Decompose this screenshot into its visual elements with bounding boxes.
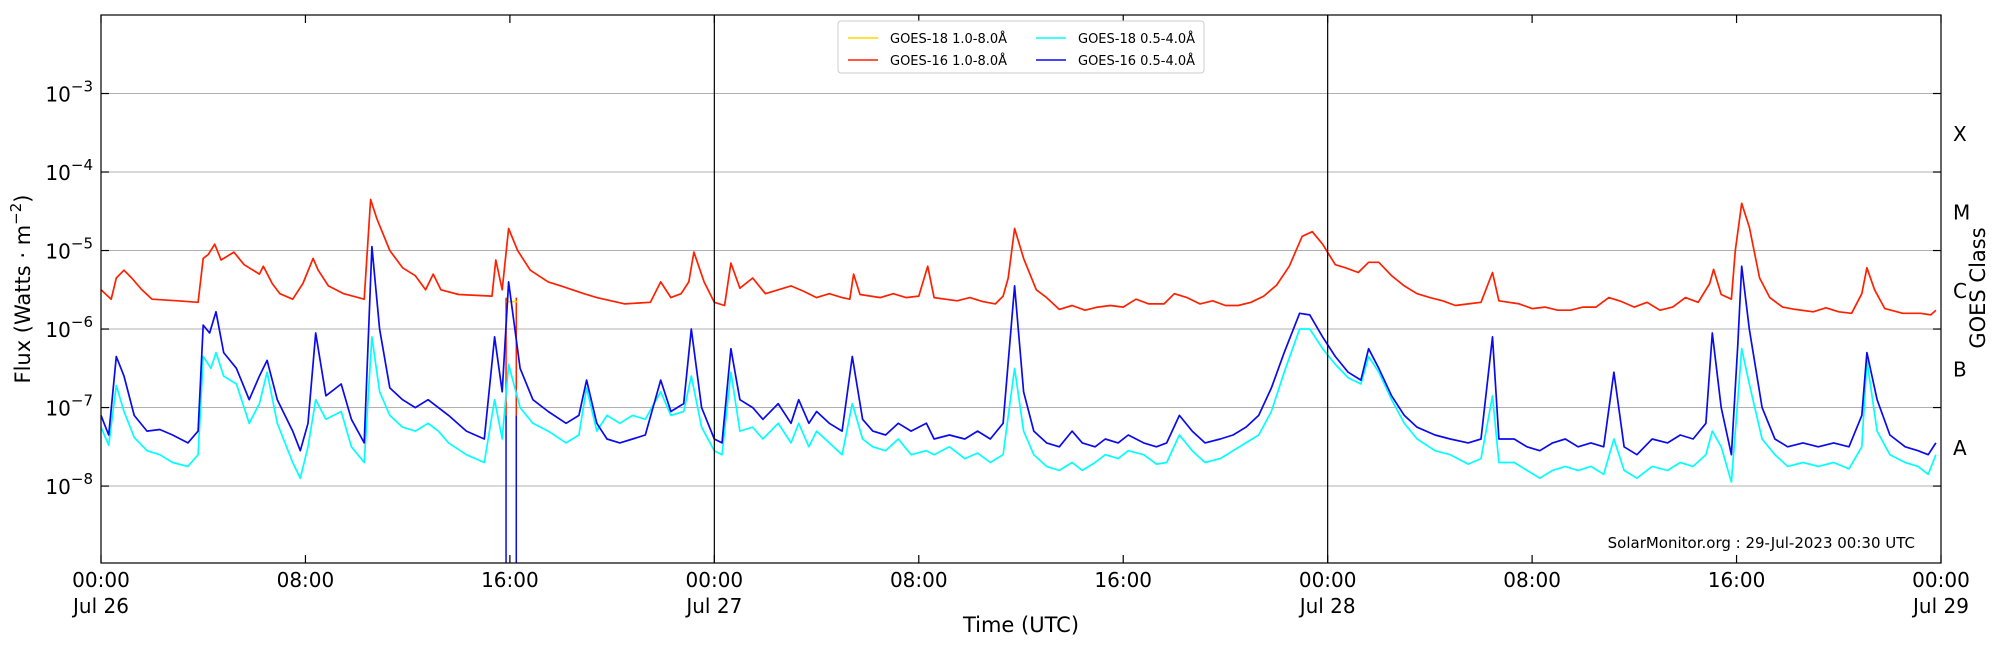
y-tick-label-base: 10 [45, 161, 70, 185]
y-tick-label-exponent: −3 [71, 78, 93, 96]
legend-label: GOES-18 1.0-8.0Å [890, 31, 1007, 47]
y-axis-title-main: Flux (Watts · m [11, 225, 35, 384]
y-tick-label: 10−3 [45, 78, 93, 107]
x-tick-label: 08:00 [277, 568, 335, 592]
y-tick-label: 10−7 [45, 392, 93, 421]
grid [101, 93, 1941, 487]
x-tick-date-label: Jul 28 [1298, 594, 1356, 618]
y-tick-label: 10−4 [45, 156, 93, 185]
credit-text: SolarMonitor.org : 29-Jul-2023 00:30 UTC [1608, 534, 1915, 552]
x-tick-label: 16:00 [1708, 568, 1766, 592]
y-tick-label-exponent: −6 [71, 313, 93, 331]
series [100, 198, 1937, 483]
x-tick-label: 00:00 [72, 568, 130, 592]
goes-class-label: M [1953, 200, 1970, 224]
y-tick-label-exponent: −4 [71, 156, 93, 174]
x-axis-title: Time (UTC) [962, 613, 1079, 637]
series-line [100, 328, 1937, 483]
x-tick-label: 00:00 [686, 568, 744, 592]
x-tick-date-label: Jul 29 [1911, 594, 1969, 618]
y-tick-label-base: 10 [45, 397, 70, 421]
x-tick-label: 00:00 [1912, 568, 1970, 592]
y-axis-title-close: ) [11, 194, 35, 202]
plot-frame [100, 14, 1942, 564]
legend-box [837, 20, 1205, 74]
x-tick-label: 16:00 [481, 568, 539, 592]
y-tick-label-base: 10 [45, 318, 70, 342]
legend-label: GOES-16 0.5-4.0Å [1078, 53, 1195, 69]
y-tick-label-base: 10 [45, 475, 70, 499]
x-tick-label: 08:00 [1503, 568, 1561, 592]
x-tick-label: 16:00 [1094, 568, 1152, 592]
y-tick-label-exponent: −5 [71, 235, 93, 253]
y-axis-title-exponent: −2 [7, 203, 25, 225]
y-tick-label-base: 10 [45, 83, 70, 107]
goes-class-label: X [1953, 122, 1967, 146]
goes-class-label: A [1953, 436, 1967, 460]
y-tick-label-exponent: −8 [71, 470, 93, 488]
series-line [100, 245, 1937, 456]
legend-label: GOES-16 1.0-8.0Å [890, 53, 1007, 69]
y-tick-label: 10−6 [45, 313, 93, 342]
x-tick-date-label: Jul 26 [71, 594, 129, 618]
goes-class-axis-title: GOES Class [1966, 227, 1990, 348]
x-tick-label: 00:00 [1299, 568, 1357, 592]
goes-class-label: B [1953, 357, 1967, 381]
data-dropouts [505, 297, 518, 563]
goes-class-label: C [1953, 279, 1967, 303]
y-tick-label-base: 10 [45, 240, 70, 264]
day-divider-lines [713, 15, 1329, 563]
y-axis-title: Flux (Watts · m−2) [7, 194, 35, 383]
y-tick-label-exponent: −7 [71, 392, 93, 410]
legend-label: GOES-18 0.5-4.0Å [1078, 31, 1195, 47]
x-tick-label: 08:00 [890, 568, 948, 592]
legend: GOES-18 1.0-8.0Å GOES-18 0.5-4.0Å GOES-16 … [837, 20, 1205, 74]
y-tick-label: 10−8 [45, 470, 93, 499]
x-tick-date-label: Jul 27 [684, 594, 742, 618]
series-line [100, 198, 1937, 316]
y-tick-label: 10−5 [45, 235, 93, 264]
